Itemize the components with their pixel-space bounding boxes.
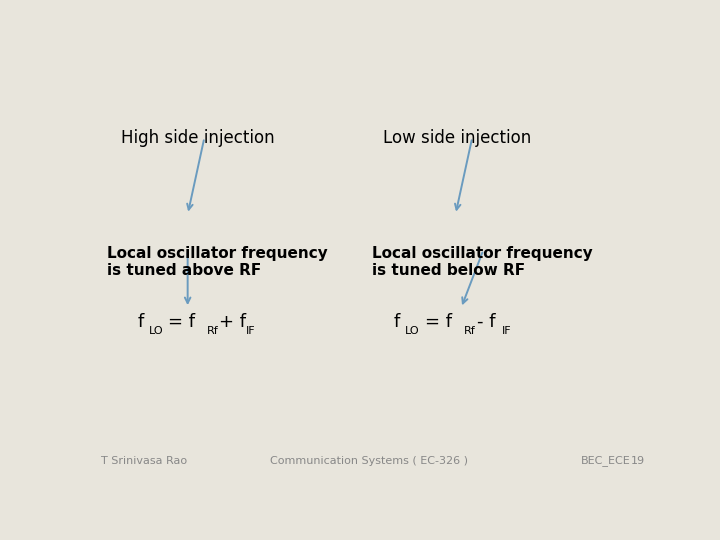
Text: T Srinivasa Rao: T Srinivasa Rao	[101, 456, 187, 466]
Text: + f: + f	[220, 313, 246, 331]
Text: = f: = f	[168, 313, 195, 331]
Text: IF: IF	[246, 326, 256, 336]
Text: - f: - f	[477, 313, 496, 331]
Text: LO: LO	[405, 326, 420, 336]
Text: = f: = f	[425, 313, 452, 331]
Text: Local oscillator frequency
is tuned above RF: Local oscillator frequency is tuned abov…	[107, 246, 328, 278]
Text: IF: IF	[502, 326, 511, 336]
Text: f: f	[394, 313, 400, 331]
Text: Rf: Rf	[207, 326, 219, 336]
Text: Local oscillator frequency
is tuned below RF: Local oscillator frequency is tuned belo…	[372, 246, 593, 278]
Text: f: f	[138, 313, 144, 331]
Text: Rf: Rf	[464, 326, 476, 336]
Text: BEC_ECE: BEC_ECE	[581, 455, 631, 466]
Text: 19: 19	[631, 456, 645, 466]
Text: LO: LO	[148, 326, 163, 336]
Text: Communication Systems ( EC-326 ): Communication Systems ( EC-326 )	[270, 456, 468, 466]
Text: High side injection: High side injection	[121, 129, 274, 147]
Text: Low side injection: Low side injection	[383, 129, 531, 147]
